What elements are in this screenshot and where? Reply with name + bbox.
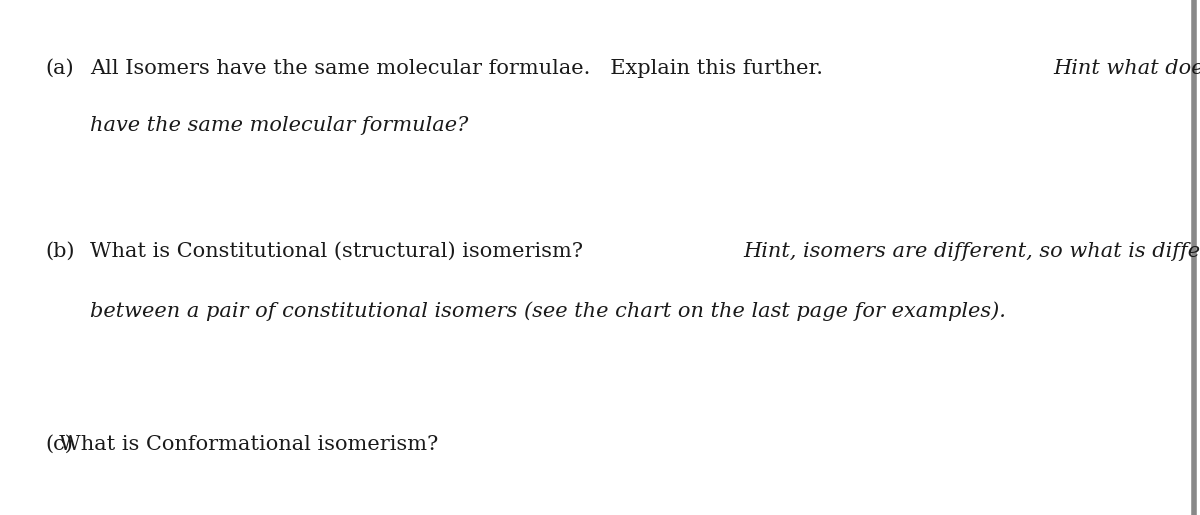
Text: Hint, isomers are different, so what is different: Hint, isomers are different, so what is … <box>743 242 1200 261</box>
Text: (b): (b) <box>46 242 76 261</box>
Text: (a): (a) <box>46 59 74 78</box>
Text: Hint what does it mean to: Hint what does it mean to <box>1052 59 1200 78</box>
Text: What is Constitutional (structural) isomerism?: What is Constitutional (structural) isom… <box>90 242 596 261</box>
Text: All Isomers have the same molecular formulae.   Explain this further.: All Isomers have the same molecular form… <box>90 59 836 78</box>
Text: between a pair of constitutional isomers (see the chart on the last page for exa: between a pair of constitutional isomers… <box>90 301 1006 321</box>
Text: (c): (c) <box>46 435 73 454</box>
Text: What is Conformational isomerism?: What is Conformational isomerism? <box>46 435 438 454</box>
Text: have the same molecular formulae?: have the same molecular formulae? <box>90 116 468 135</box>
